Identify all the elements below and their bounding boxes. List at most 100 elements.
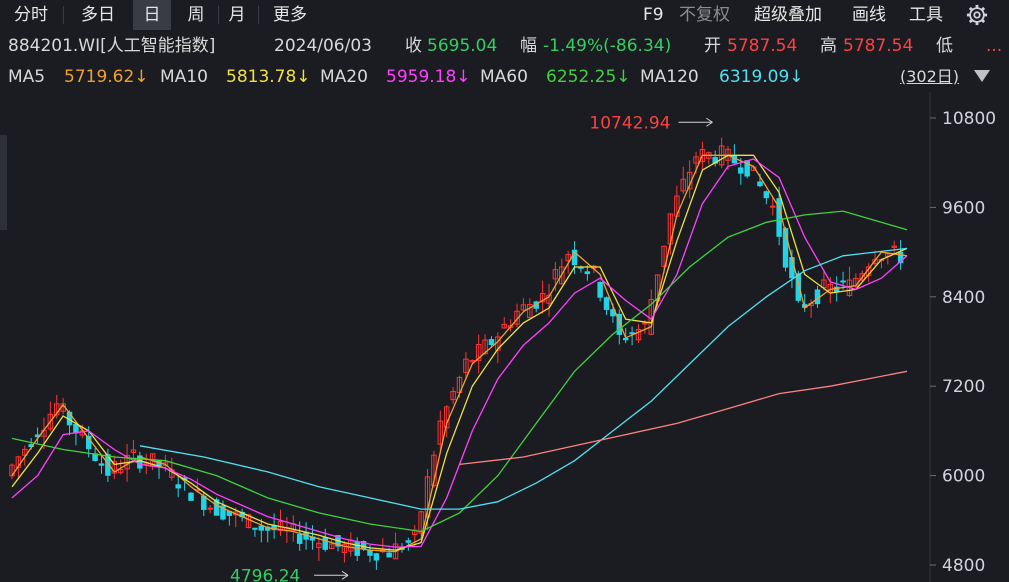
change-label: 幅 [520, 36, 537, 56]
ma-legend: MA5 5719.62↓ MA10 5813.78↓ MA20 5959.18↓… [0, 64, 1009, 90]
ma120-value: 6319.09↓ [719, 67, 804, 87]
ma5-label: MA5 [8, 67, 46, 87]
candle-body [597, 282, 603, 298]
left-scroll-handle[interactable] [0, 135, 7, 230]
candle-body [450, 391, 456, 401]
triangle-down-icon[interactable] [974, 70, 990, 82]
candle-body [386, 552, 392, 558]
ma60-value: 6252.25↓ [546, 67, 631, 87]
gear-icon[interactable] [966, 4, 988, 26]
candle-body [98, 463, 105, 466]
candle-body [73, 423, 79, 434]
super-overlay-button[interactable]: 超级叠加 [754, 5, 822, 25]
ma20-label: MA20 [320, 67, 368, 87]
candle-body [559, 266, 565, 285]
close-label: 收 [405, 36, 422, 56]
candle-body [763, 191, 770, 199]
candles [9, 137, 904, 570]
candle-body [207, 507, 213, 510]
candle-body [891, 245, 897, 248]
candle-body [418, 511, 424, 534]
ma20-value: 5959.18↓ [386, 67, 471, 87]
candle-body [85, 435, 92, 450]
candle-body [501, 323, 507, 329]
candle-body [9, 464, 15, 477]
candle-body [258, 525, 265, 531]
candle-body [296, 533, 303, 544]
candle-body [220, 505, 226, 520]
candle-body [789, 257, 795, 279]
tab-divider [218, 6, 219, 24]
candle-body [897, 251, 904, 264]
candle-body [188, 492, 194, 501]
candle-body [840, 280, 846, 283]
y-tick-label: 4800 [942, 556, 985, 576]
candle-body [482, 339, 488, 355]
candlestick-chart[interactable]: 4800 6000 7200 8400 9600 10800 10742.94 4796.24 [0, 92, 1009, 582]
candle-body [603, 297, 610, 310]
ma60-line [11, 210, 908, 533]
candle-body [795, 273, 802, 301]
ma20-line [11, 158, 908, 548]
ma120-line [139, 247, 908, 510]
candle-body [117, 469, 124, 474]
candle-body [175, 484, 181, 489]
candle-body [130, 449, 137, 453]
draw-line-button[interactable]: 画线 [852, 5, 886, 25]
candle-body [527, 303, 533, 319]
ma5-value: 5719.62↓ [64, 67, 149, 87]
candle-body [252, 527, 258, 530]
candle-body [47, 413, 54, 430]
ma120-label: MA120 [640, 67, 699, 87]
candle-body [341, 543, 348, 553]
candle-body [463, 358, 469, 373]
ma10-value: 5813.78↓ [226, 67, 311, 87]
low-label: 低 [936, 36, 953, 56]
max-marker-arrow [706, 117, 713, 127]
tab-multi-day[interactable]: 多日 [81, 5, 115, 25]
period-days-selector[interactable]: (302日) [900, 67, 960, 86]
tools-button[interactable]: 工具 [909, 5, 943, 25]
tab-divider [63, 6, 64, 24]
candle-body [661, 245, 667, 267]
tab-monthly[interactable]: 月 [228, 5, 246, 25]
candle-body [859, 273, 865, 281]
f9-button[interactable]: F9 [643, 5, 664, 25]
tab-more[interactable]: 更多 [273, 5, 307, 25]
tab-divider [258, 6, 259, 24]
y-tick-label: 7200 [942, 377, 985, 397]
high-label: 高 [820, 36, 837, 56]
candle-body [642, 322, 648, 325]
no-adjust-button[interactable]: 不复权 [679, 5, 730, 25]
candle-body [782, 228, 789, 268]
candle-body [520, 304, 527, 311]
y-tick-label: 8400 [942, 288, 985, 308]
y-tick-label: 6000 [942, 467, 985, 487]
candle-body [475, 343, 482, 362]
candle-body [437, 420, 444, 445]
candle-body [22, 448, 28, 456]
candle-body [552, 269, 559, 280]
candle-body [584, 271, 591, 275]
candle-body [546, 294, 552, 304]
ma5-line [11, 154, 908, 553]
index-code-name: 884201.WI[人工智能指数] [8, 36, 216, 56]
candle-body [738, 167, 744, 174]
candle-body [405, 540, 412, 543]
candle-body [770, 205, 776, 208]
tab-daily[interactable]: 日 [133, 0, 171, 30]
quote-info-bar: 884201.WI[人工智能指数] 2024/06/03 收 5695.04 幅… [0, 33, 1009, 59]
ma250-line [459, 370, 908, 466]
high-value: 5787.54 [843, 36, 914, 56]
tab-intraday[interactable]: 分时 [14, 5, 48, 25]
candle-body [629, 332, 635, 335]
candle-body [616, 313, 623, 335]
candle-body [693, 156, 699, 164]
candle-body [757, 181, 763, 187]
candle-body [635, 328, 642, 341]
period-toolbar: 分时 多日 日 周 月 更多 F9 不复权 超级叠加 画线 工具 [0, 0, 1009, 31]
ma60-label: MA60 [480, 67, 528, 87]
tab-weekly[interactable]: 周 [187, 5, 205, 25]
more-indicator[interactable]: ... [986, 36, 1003, 56]
candle-body [622, 337, 629, 341]
